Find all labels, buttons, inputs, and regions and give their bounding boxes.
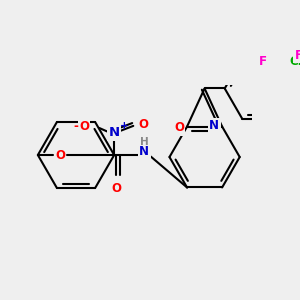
Text: F: F — [295, 49, 300, 62]
Text: N: N — [139, 145, 149, 158]
Text: +: + — [120, 121, 128, 131]
Text: O: O — [79, 120, 89, 134]
Text: -: - — [73, 120, 78, 134]
Text: N: N — [209, 119, 219, 132]
Text: H: H — [140, 137, 149, 147]
Text: O: O — [138, 118, 148, 131]
Text: O: O — [111, 182, 121, 195]
Text: O: O — [174, 121, 184, 134]
Text: Cl: Cl — [290, 56, 300, 68]
Text: F: F — [260, 55, 267, 68]
Text: N: N — [109, 126, 120, 140]
Text: O: O — [55, 148, 65, 161]
